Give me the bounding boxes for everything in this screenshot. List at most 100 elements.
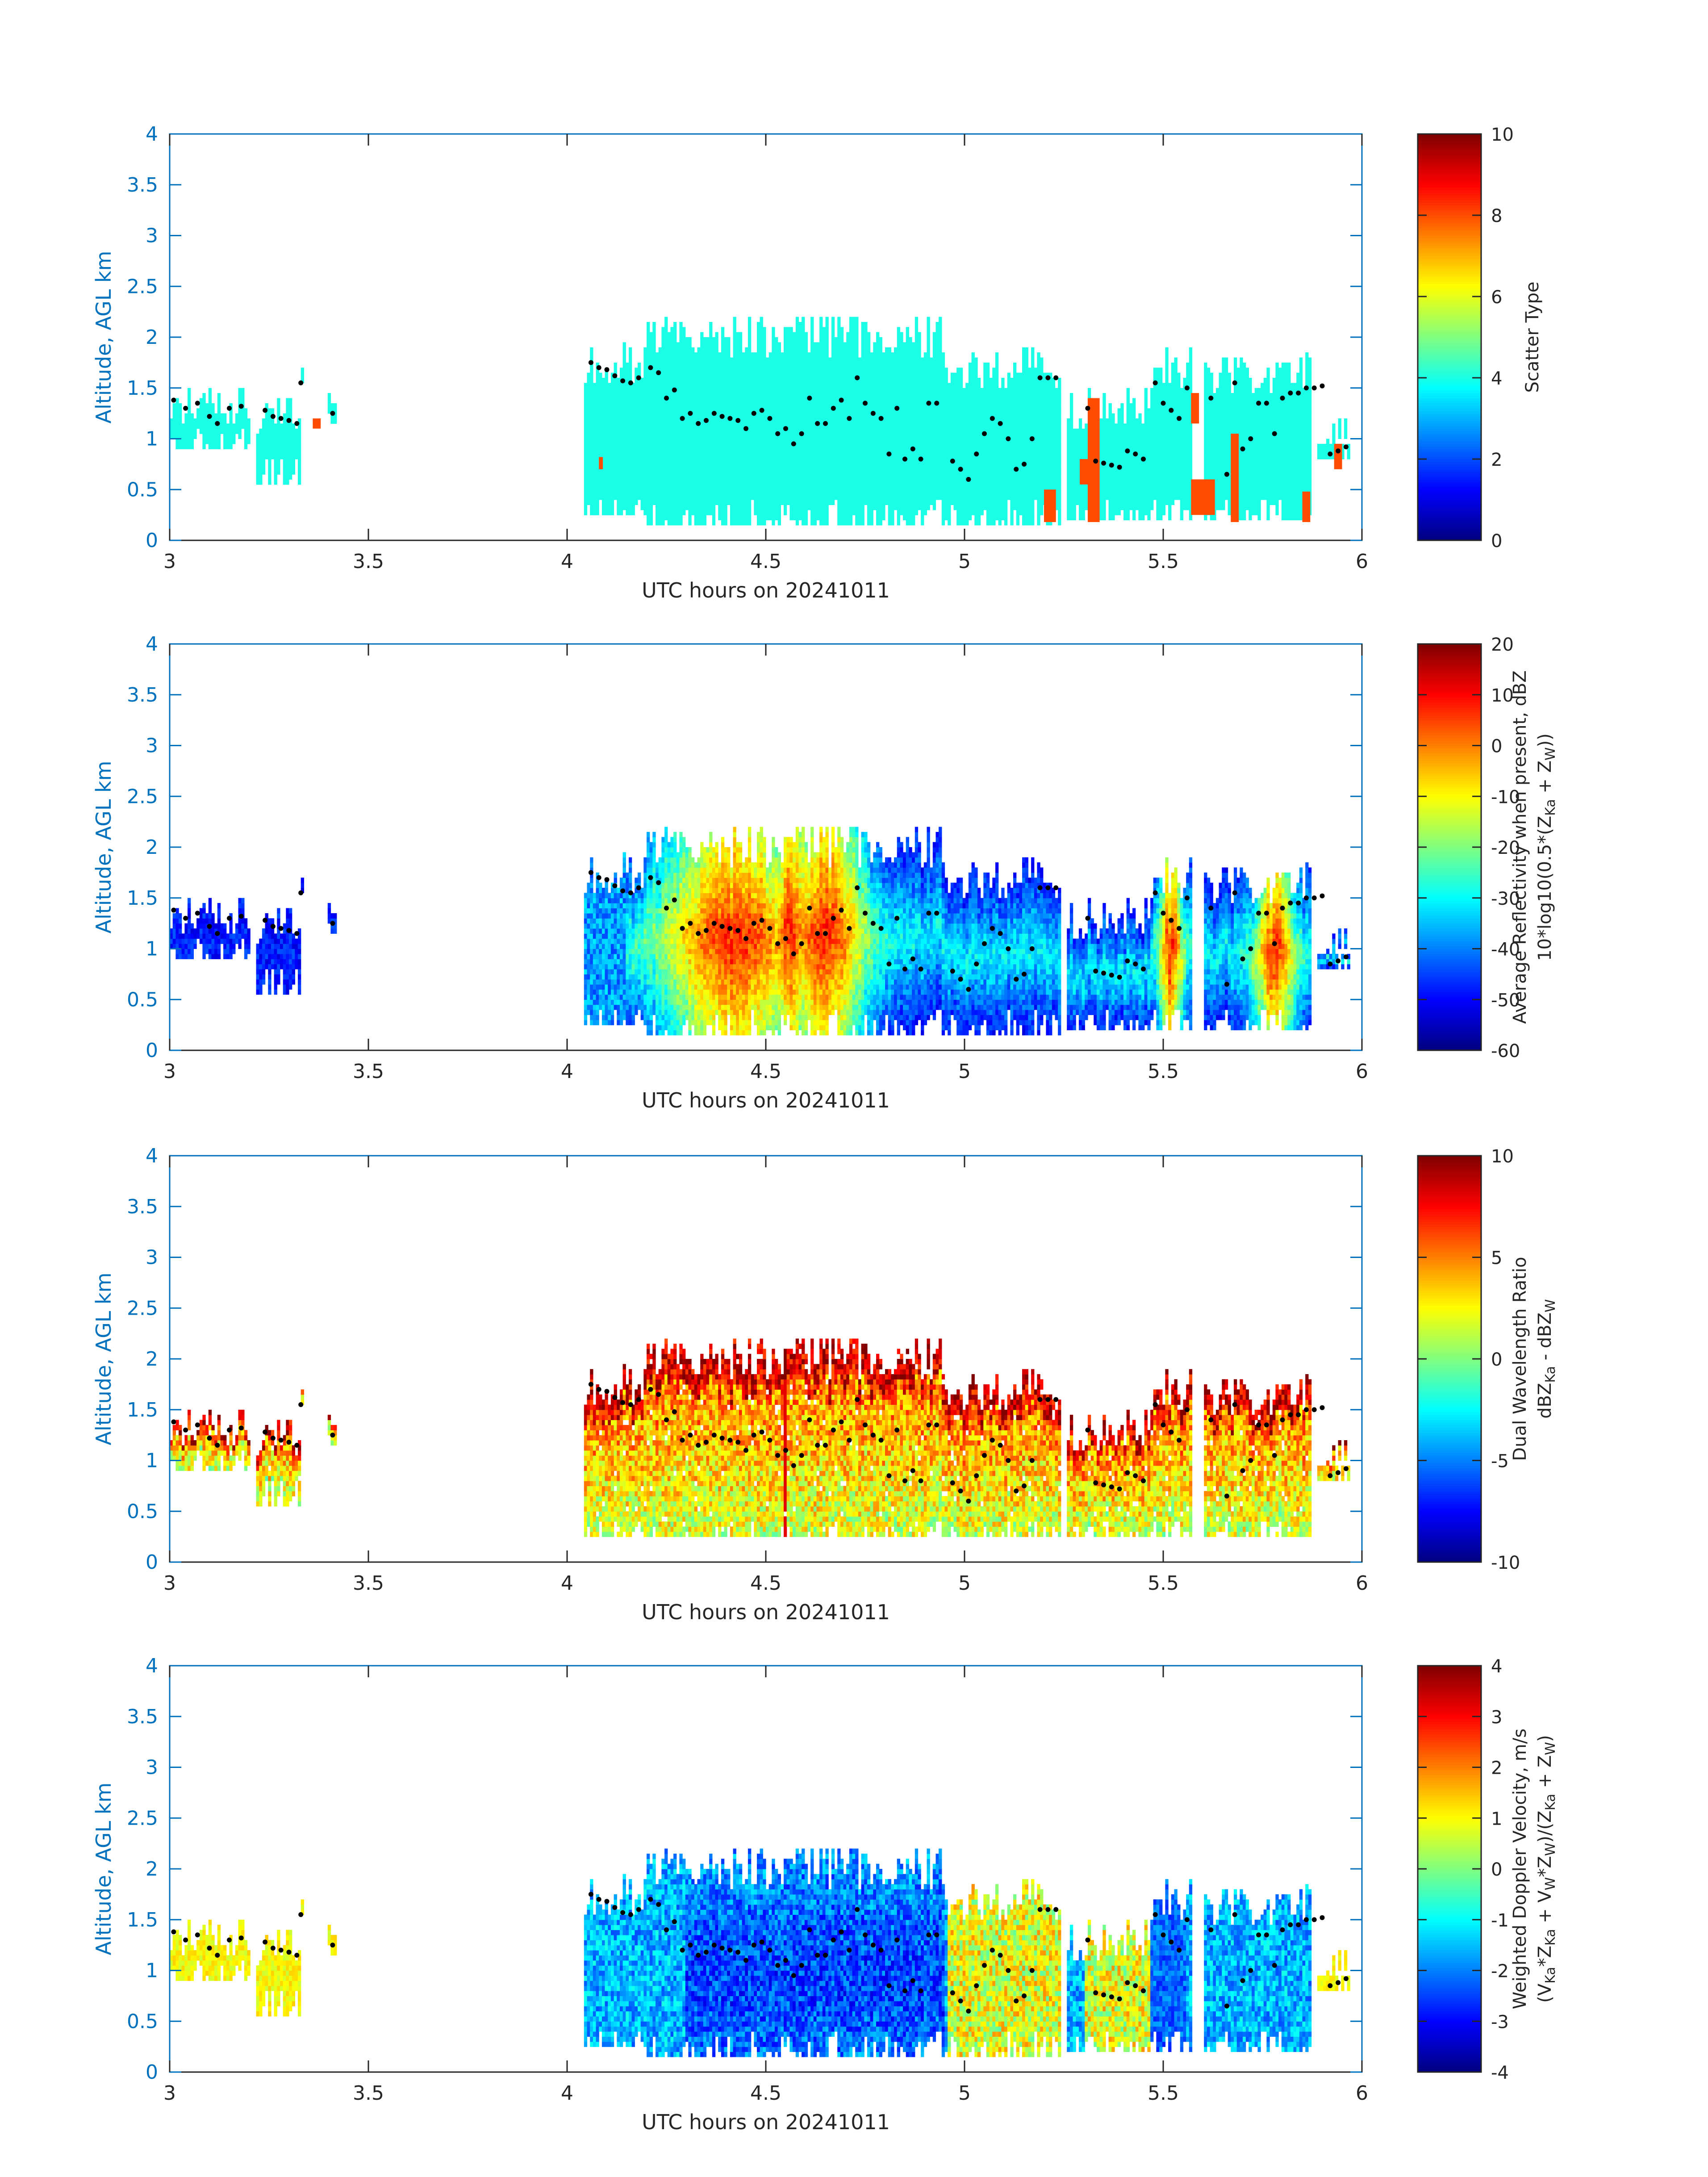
heatmap-cell [954, 423, 957, 429]
heatmap-cell [709, 393, 712, 398]
heatmap-cell [620, 408, 623, 414]
heatmap-cell [915, 327, 918, 332]
heatmap-cell [903, 388, 906, 393]
heatmap-cell [891, 495, 894, 500]
heatmap-cell [673, 418, 677, 424]
heatmap-cell [951, 439, 954, 444]
heatmap-cell [891, 398, 894, 404]
heatmap-cell [819, 403, 823, 409]
heatmap-cell [617, 505, 620, 510]
heatmap-cell [727, 368, 730, 373]
heatmap-cell [954, 474, 957, 480]
heatmap-cell [933, 485, 936, 490]
heatmap-cell [861, 342, 864, 347]
heatmap-cell [650, 510, 653, 515]
heatmap-cell [963, 429, 966, 434]
heatmap-cell [709, 485, 712, 490]
heatmap-cell [805, 444, 808, 449]
heatmap-cell [292, 429, 295, 434]
heatmap-cell [954, 408, 957, 414]
heatmap-cell [835, 414, 838, 419]
heatmap-cell [656, 520, 659, 526]
heatmap-cell [596, 474, 599, 480]
heatmap-cell [837, 388, 840, 393]
heatmap-cell [933, 439, 936, 444]
heatmap-cell [757, 418, 760, 424]
heatmap-cell [858, 439, 861, 444]
heatmap-cell [584, 464, 587, 469]
heatmap-cell [668, 444, 671, 449]
heatmap-cell [661, 337, 664, 343]
heatmap-cell [748, 474, 751, 480]
heatmap-cell [736, 408, 739, 414]
heatmap-cell [915, 423, 918, 429]
heatmap-cell [835, 434, 838, 439]
heatmap-cell [882, 495, 885, 500]
heatmap-cell [763, 337, 766, 343]
heatmap-cell [721, 500, 724, 505]
heatmap-cell [643, 429, 647, 434]
heatmap-cell [200, 414, 203, 419]
heatmap-cell [906, 520, 909, 526]
heatmap-cell [951, 393, 954, 398]
heatmap-cell [760, 434, 763, 439]
heatmap-cell [828, 464, 831, 469]
heatmap-cell [175, 418, 179, 424]
heatmap-cell [969, 489, 972, 495]
heatmap-cell [789, 332, 793, 338]
heatmap-cell [682, 423, 685, 429]
heatmap-cell [960, 393, 963, 398]
heatmap-cell [974, 480, 977, 485]
heatmap-cell [840, 388, 844, 393]
heatmap-cell [775, 408, 778, 414]
heatmap-cell [924, 505, 927, 510]
heatmap-cell [736, 505, 739, 510]
heatmap-cell [844, 444, 847, 449]
heatmap-cell [864, 469, 867, 475]
heatmap-cell [620, 434, 623, 439]
heatmap-cell [915, 449, 918, 454]
heatmap-cell [617, 449, 620, 454]
heatmap-cell [709, 403, 712, 409]
heatmap-cell [918, 337, 921, 343]
heatmap-cell [200, 418, 203, 424]
heatmap-cell [685, 342, 689, 347]
heatmap-cell [766, 439, 769, 444]
heatmap-cell [855, 327, 858, 332]
heatmap-cell [844, 515, 847, 520]
heatmap-cell [936, 469, 939, 475]
heatmap-cell [599, 373, 602, 378]
heatmap-cell [268, 449, 271, 454]
heatmap-cell [641, 464, 644, 469]
heatmap-cell [611, 388, 614, 393]
heatmap-cell [682, 363, 685, 368]
heatmap-cell [849, 342, 852, 347]
heatmap-cell [673, 368, 677, 373]
heatmap-cell [969, 500, 972, 505]
heatmap-cell [593, 459, 596, 464]
heatmap-cell [826, 327, 829, 332]
heatmap-cell [188, 393, 191, 398]
heatmap-cell [605, 474, 608, 480]
heatmap-cell [837, 383, 840, 388]
heatmap-cell [715, 459, 718, 464]
heatmap-cell [736, 444, 739, 449]
heatmap-cell [661, 485, 664, 490]
heatmap-cell [927, 444, 930, 449]
heatmap-cell [650, 520, 653, 526]
heatmap-cell [828, 368, 831, 373]
heatmap-cell [626, 444, 629, 449]
heatmap-cell [736, 454, 739, 460]
heatmap-cell [956, 368, 960, 373]
heatmap-cell [677, 480, 680, 485]
heatmap-cell [861, 459, 864, 464]
heatmap-cell [858, 398, 861, 404]
heatmap-cell [972, 358, 975, 363]
heatmap-cell [700, 403, 703, 409]
heatmap-cell [745, 489, 748, 495]
heatmap-cell [661, 388, 664, 393]
heatmap-cell [724, 368, 727, 373]
heatmap-cell [709, 444, 712, 449]
heatmap-cell [742, 480, 745, 485]
heatmap-cell [826, 439, 829, 444]
